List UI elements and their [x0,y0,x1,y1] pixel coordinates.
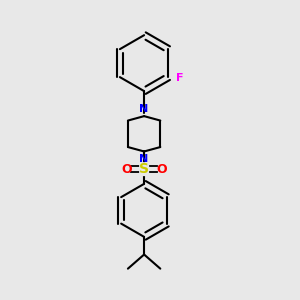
Text: N: N [140,104,149,114]
Text: O: O [122,163,132,176]
Text: S: S [139,162,149,176]
Text: F: F [176,73,183,83]
Text: O: O [156,163,166,176]
Text: N: N [140,154,149,164]
